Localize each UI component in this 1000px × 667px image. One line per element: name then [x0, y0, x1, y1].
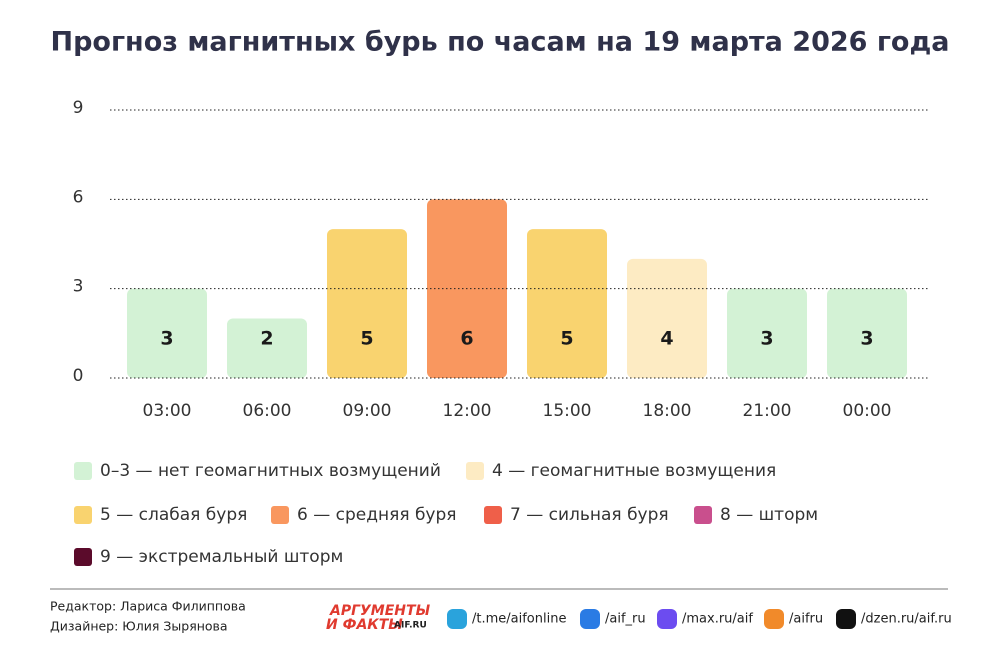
bar — [627, 258, 707, 378]
logo-text: АРГУМЕНТЫ — [329, 603, 431, 619]
logo: АРГУМЕНТЫ И ФАКТЫ AIF.RU — [326, 603, 431, 633]
logo-text: И ФАКТЫ — [326, 617, 403, 633]
legend-label: 5 — слабая буря — [100, 505, 247, 525]
social-link: /t.me/aifonline — [472, 612, 566, 627]
social-link: /dzen.ru/aif.ru — [861, 612, 952, 627]
social-icon — [836, 609, 856, 629]
social-link: /aif_ru — [605, 612, 646, 627]
legend-swatch — [484, 506, 502, 524]
value-label: 6 — [460, 328, 473, 350]
value-label: 4 — [660, 328, 673, 350]
x-tick-label: 06:00 — [243, 401, 292, 421]
value-label: 5 — [560, 328, 573, 350]
y-tick-label: 9 — [73, 98, 84, 118]
legend-swatch — [694, 506, 712, 524]
bar — [827, 288, 907, 378]
legend-label: 4 — геомагнитные возмущения — [492, 461, 776, 481]
bar — [127, 288, 207, 378]
x-tick-label: 15:00 — [543, 401, 592, 421]
legend-label: 8 — шторм — [720, 505, 818, 525]
legend-swatch — [74, 462, 92, 480]
value-label: 3 — [760, 328, 773, 350]
editor: Редактор: Лариса Филиппова — [50, 599, 246, 614]
x-tick-label: 00:00 — [843, 401, 892, 421]
bar — [727, 288, 807, 378]
logo-text: AIF.RU — [394, 621, 427, 631]
legend-label: 6 — средняя буря — [297, 505, 457, 525]
legend-swatch — [74, 506, 92, 524]
x-tick-label: 12:00 — [443, 401, 492, 421]
social-icon — [657, 609, 677, 629]
value-label: 5 — [360, 328, 373, 350]
designer: Дизайнер: Юлия Зырянова — [50, 619, 228, 634]
social-link: /max.ru/aif — [682, 612, 753, 627]
x-tick-label: 09:00 — [343, 401, 392, 421]
bar — [527, 229, 607, 378]
legend-swatch — [466, 462, 484, 480]
legend-label: 9 — экстремальный шторм — [100, 547, 343, 567]
legend-label: 7 — сильная буря — [510, 505, 669, 525]
x-tick-label: 21:00 — [743, 401, 792, 421]
legend-label: 0–3 — нет геомагнитных возмущений — [100, 461, 441, 481]
chart-title: Прогноз магнитных бурь по часам на 19 ма… — [50, 27, 949, 58]
x-tick-label: 03:00 — [143, 401, 192, 421]
bar — [327, 229, 407, 378]
social-link: /aifru — [789, 612, 823, 627]
social-icon — [447, 609, 467, 629]
social-icon — [764, 609, 784, 629]
y-tick-label: 3 — [73, 277, 84, 297]
x-tick-label: 18:00 — [643, 401, 692, 421]
legend-swatch — [74, 548, 92, 566]
value-label: 3 — [160, 328, 173, 350]
value-label: 3 — [860, 328, 873, 350]
y-tick-label: 6 — [73, 187, 84, 207]
value-label: 2 — [260, 328, 273, 350]
legend-swatch — [271, 506, 289, 524]
y-tick-label: 0 — [73, 366, 84, 386]
bar — [227, 318, 307, 378]
social-icon — [580, 609, 600, 629]
